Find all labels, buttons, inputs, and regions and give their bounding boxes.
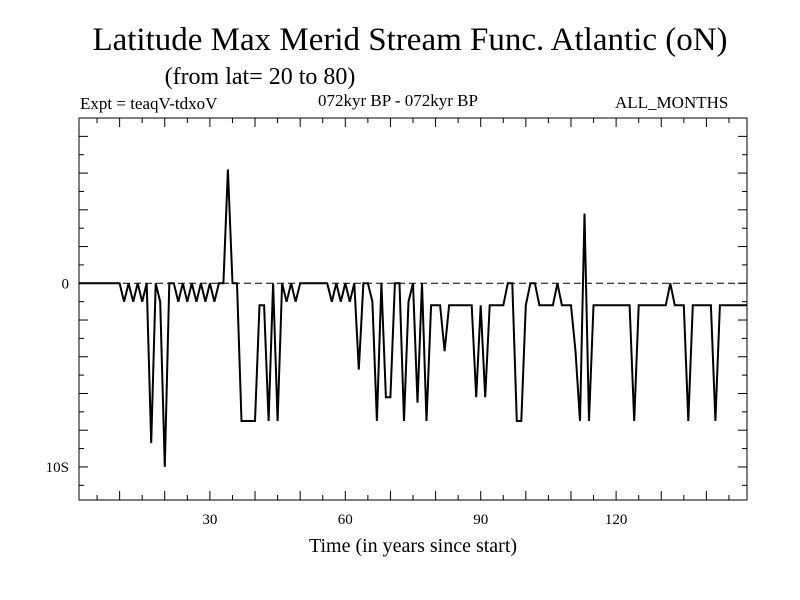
x-tick-label: 30 [202, 512, 217, 528]
period-label: 072kyr BP - 072kyr BP [318, 91, 478, 110]
axis-ticks [79, 118, 747, 500]
y-tick-label: 10S [46, 460, 69, 476]
chart-title: Latitude Max Merid Stream Func. Atlantic… [92, 22, 728, 58]
x-tick-label: 120 [605, 512, 628, 528]
series-line [79, 169, 747, 467]
x-axis-title: Time (in years since start) [309, 535, 517, 557]
y-tick-label: 0 [62, 276, 70, 292]
series-group [79, 169, 747, 467]
months-label: ALL_MONTHS [615, 93, 729, 112]
x-tick-label: 60 [338, 512, 353, 528]
axis-tick-labels: 30 60 90 120 0 10S [46, 276, 628, 528]
experiment-label: Expt = teaqV-tdxoV [80, 94, 218, 113]
x-tick-label: 90 [473, 512, 488, 528]
chart-subtitle: (from lat= 20 to 80) [164, 64, 356, 90]
